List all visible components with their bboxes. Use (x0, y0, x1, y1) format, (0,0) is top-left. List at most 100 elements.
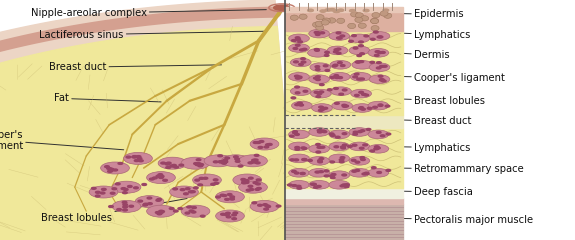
Ellipse shape (299, 14, 307, 19)
Circle shape (156, 175, 160, 177)
Circle shape (122, 201, 127, 203)
Circle shape (242, 181, 247, 183)
Circle shape (157, 213, 162, 215)
Circle shape (368, 144, 389, 153)
Circle shape (204, 155, 233, 167)
Circle shape (122, 209, 127, 211)
Circle shape (317, 93, 321, 95)
Circle shape (349, 34, 370, 43)
Circle shape (355, 161, 360, 163)
Circle shape (309, 180, 329, 189)
Circle shape (335, 77, 339, 78)
Circle shape (289, 180, 309, 189)
Circle shape (225, 157, 229, 159)
Circle shape (315, 48, 319, 50)
Circle shape (109, 206, 113, 208)
Polygon shape (285, 204, 402, 240)
Circle shape (301, 61, 306, 63)
Circle shape (223, 159, 228, 161)
Circle shape (133, 187, 138, 189)
Circle shape (112, 200, 141, 212)
Text: Epidermis: Epidermis (331, 9, 463, 19)
Circle shape (169, 208, 174, 210)
Circle shape (359, 45, 363, 47)
Circle shape (264, 146, 269, 148)
Circle shape (377, 62, 381, 64)
Circle shape (320, 10, 326, 12)
Text: Breast lobules: Breast lobules (41, 198, 187, 223)
Circle shape (359, 91, 363, 93)
Circle shape (370, 150, 374, 152)
Circle shape (174, 166, 178, 168)
Circle shape (323, 107, 328, 109)
Circle shape (331, 134, 335, 136)
Circle shape (214, 182, 218, 184)
Circle shape (135, 160, 139, 162)
Circle shape (263, 204, 267, 206)
Circle shape (359, 61, 363, 63)
Circle shape (296, 38, 301, 40)
Circle shape (181, 205, 210, 217)
Circle shape (123, 204, 128, 206)
Circle shape (368, 130, 389, 139)
Circle shape (369, 75, 390, 84)
Circle shape (366, 128, 371, 130)
Circle shape (340, 185, 344, 187)
Circle shape (135, 196, 164, 208)
Circle shape (319, 106, 323, 108)
Circle shape (386, 133, 391, 135)
Circle shape (313, 77, 318, 79)
Circle shape (227, 193, 232, 195)
Circle shape (320, 32, 325, 34)
Circle shape (193, 174, 221, 186)
Circle shape (339, 159, 344, 161)
Ellipse shape (384, 13, 392, 18)
Circle shape (301, 147, 305, 149)
Circle shape (329, 154, 350, 163)
Circle shape (253, 182, 258, 184)
Circle shape (256, 183, 260, 185)
Circle shape (181, 189, 185, 191)
Circle shape (148, 203, 152, 205)
Circle shape (319, 171, 324, 173)
Ellipse shape (355, 17, 363, 23)
Circle shape (352, 35, 356, 37)
Circle shape (296, 37, 300, 39)
Circle shape (266, 206, 271, 208)
Circle shape (222, 162, 227, 164)
Circle shape (136, 156, 141, 157)
Text: Fat: Fat (54, 93, 161, 103)
Circle shape (348, 145, 352, 147)
Circle shape (331, 87, 351, 96)
Circle shape (359, 147, 364, 149)
Circle shape (293, 132, 297, 134)
Circle shape (265, 205, 270, 207)
Circle shape (349, 142, 370, 151)
Circle shape (315, 49, 319, 51)
Circle shape (91, 187, 96, 189)
Ellipse shape (355, 13, 363, 18)
Circle shape (349, 46, 370, 55)
Circle shape (319, 109, 323, 111)
Circle shape (302, 159, 306, 161)
Text: Cooper's ligament: Cooper's ligament (325, 73, 505, 83)
Circle shape (253, 142, 258, 144)
Circle shape (329, 8, 335, 11)
Text: Pectoralis major muscle: Pectoralis major muscle (322, 215, 533, 225)
Circle shape (147, 172, 175, 184)
Circle shape (313, 186, 318, 188)
Circle shape (138, 200, 143, 202)
Circle shape (170, 186, 198, 198)
Circle shape (289, 72, 309, 81)
Circle shape (194, 163, 198, 165)
Circle shape (339, 93, 343, 95)
Circle shape (289, 44, 309, 52)
Circle shape (216, 191, 244, 203)
Circle shape (166, 162, 171, 164)
Circle shape (181, 157, 210, 169)
Circle shape (342, 133, 347, 135)
Circle shape (249, 189, 254, 191)
Circle shape (143, 204, 147, 206)
Circle shape (340, 146, 345, 148)
Circle shape (315, 66, 320, 68)
